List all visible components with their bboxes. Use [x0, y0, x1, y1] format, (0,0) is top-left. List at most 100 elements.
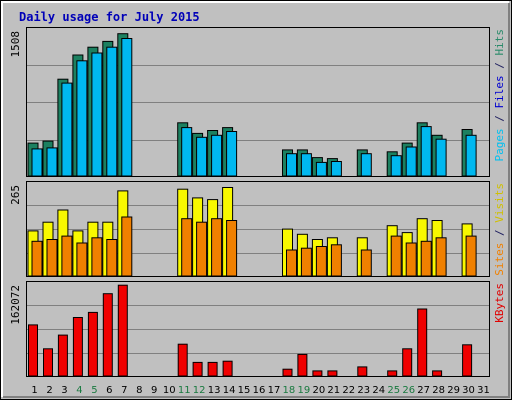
- bar-sites-day-25: [390, 235, 402, 277]
- bar-sites-day-28: [435, 237, 447, 277]
- bar-pages-day-23: [360, 153, 372, 177]
- bar-kbytes-day-12: [192, 361, 203, 377]
- x-tick-label: 18: [283, 385, 296, 396]
- legend: Sites / Visits: [493, 183, 506, 276]
- legend-entry: /: [493, 223, 506, 243]
- bar-pages-day-18: [286, 153, 297, 177]
- bar-kbytes-day-2: [43, 348, 53, 377]
- bar-pages-day-30: [465, 134, 477, 177]
- bar-pages-day-6: [106, 46, 118, 177]
- chart-title: Daily usage for July 2015: [19, 10, 200, 24]
- bar-pages-day-13: [211, 134, 223, 177]
- bar-sites-day-30: [465, 235, 477, 277]
- x-tick-label: 7: [121, 385, 127, 396]
- y-max-label: 1508: [9, 31, 22, 58]
- bar-pages-day-3: [61, 82, 73, 177]
- bar-pages-day-4: [76, 60, 88, 177]
- x-tick-label: 22: [342, 385, 355, 396]
- bar-pages-day-26: [405, 146, 417, 177]
- y-max-label: 265: [9, 185, 22, 205]
- bar-pages-day-14: [226, 131, 238, 177]
- bar-sites-day-5: [91, 237, 103, 277]
- x-tick-label: 15: [238, 385, 251, 396]
- panel-kbytes: 162072 KBytes: [9, 281, 506, 377]
- bar-pages-day-28: [435, 138, 447, 177]
- bar-pages-day-7: [121, 38, 133, 177]
- bar-pages-day-2: [46, 147, 58, 177]
- panel-visits: 265 Sites / Visits: [9, 181, 506, 277]
- bar-kbytes-day-28: [432, 370, 443, 377]
- x-tick-label: 17: [268, 385, 281, 396]
- x-tick-label: 30: [462, 385, 475, 396]
- panel-hits: 1508 Pages / Files / Hits: [9, 27, 506, 177]
- x-tick-label: 4: [76, 385, 82, 396]
- bar-kbytes-day-18: [282, 368, 293, 377]
- bar-sites-day-6: [106, 239, 118, 277]
- x-tick-label: 12: [193, 385, 206, 396]
- legend-entry: Pages: [493, 128, 506, 161]
- bar-kbytes-day-26: [402, 348, 413, 377]
- bar-sites-day-26: [405, 242, 417, 277]
- bar-pages-day-1: [31, 148, 43, 177]
- x-tick-label: 19: [298, 385, 311, 396]
- x-tick-label: 24: [372, 385, 385, 396]
- bar-sites-day-4: [76, 242, 88, 277]
- x-tick-label: 3: [61, 385, 67, 396]
- bar-sites-day-19: [300, 247, 312, 277]
- x-tick-label: 16: [253, 385, 266, 396]
- bar-sites-day-20: [315, 246, 327, 277]
- bar-kbytes-day-21: [327, 370, 338, 377]
- bar-kbytes-day-20: [312, 370, 323, 377]
- bar-sites-day-14: [226, 220, 238, 277]
- bar-kbytes-day-30: [462, 344, 473, 377]
- x-tick-label: 5: [91, 385, 97, 396]
- x-tick-label: 25: [387, 385, 400, 396]
- bar-pages-day-11: [181, 127, 193, 177]
- bar-pages-day-20: [315, 161, 327, 177]
- x-tick-label: 2: [46, 385, 52, 396]
- series-kbytes: [28, 284, 473, 377]
- bar-sites-day-13: [211, 218, 223, 277]
- frame-bevel-dark: [3, 3, 510, 398]
- x-tick-label: 11: [178, 385, 191, 396]
- bar-kbytes-day-13: [207, 361, 218, 377]
- x-tick-label: 31: [477, 385, 490, 396]
- bar-kbytes-day-11: [177, 343, 188, 377]
- bar-kbytes-day-5: [87, 311, 98, 377]
- legend-entry: Hits: [493, 29, 506, 56]
- bar-sites-day-27: [420, 240, 432, 277]
- x-tick-label: 23: [357, 385, 370, 396]
- bar-pages-day-27: [420, 126, 432, 177]
- x-tick-label: 26: [402, 385, 415, 396]
- legend-entry: /: [493, 109, 506, 129]
- bar-sites-day-23: [360, 249, 372, 277]
- bar-pages-day-21: [330, 161, 342, 177]
- bar-kbytes-day-23: [357, 366, 368, 377]
- legend-entry: Sites: [493, 243, 506, 276]
- legend-entry: Visits: [493, 183, 506, 223]
- bar-kbytes-day-19: [297, 353, 308, 377]
- legend-entry: /: [493, 56, 506, 76]
- bar-kbytes-day-27: [417, 308, 428, 377]
- bar-sites-day-18: [286, 249, 297, 277]
- x-tick-label: 20: [313, 385, 326, 396]
- bar-kbytes-day-14: [222, 360, 233, 377]
- x-tick-label: 14: [223, 385, 236, 396]
- bar-pages-day-19: [300, 153, 312, 177]
- bar-sites-day-1: [31, 240, 43, 277]
- series-pages: [31, 38, 477, 177]
- bar-kbytes-day-6: [102, 293, 113, 377]
- series-sites: [31, 216, 477, 277]
- bar-sites-day-7: [121, 216, 133, 277]
- bar-kbytes-day-1: [28, 324, 38, 377]
- bar-kbytes-day-4: [72, 317, 83, 377]
- x-axis-labels: 1 2 3 4 5 6 7 8 9 10 11 12 13 14 15 16 17 18 19 20 21 22 23 24 2…: [31, 385, 490, 396]
- legend-entry: Files: [493, 75, 506, 108]
- bar-pages-day-5: [91, 52, 103, 177]
- x-tick-label: 6: [106, 385, 112, 396]
- legend: Pages / Files / Hits: [493, 29, 506, 162]
- bar-sites-day-11: [181, 218, 193, 277]
- x-tick-label: 13: [208, 385, 221, 396]
- bar-kbytes-day-3: [57, 334, 68, 377]
